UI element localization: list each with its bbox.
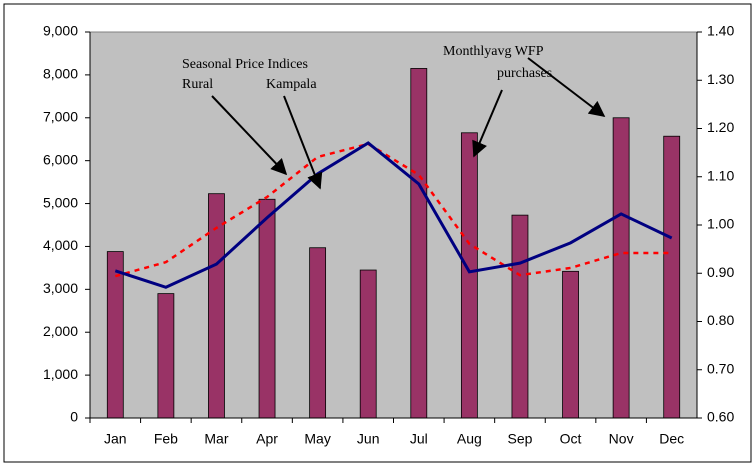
annotation: Monthlyavg WFP <box>443 44 544 59</box>
y-tick-label: 2,000 <box>43 323 78 339</box>
x-tick-label: Mar <box>204 431 228 447</box>
x-tick-label: Aug <box>457 431 482 447</box>
y-tick-label: 4,000 <box>43 237 78 253</box>
arrow <box>211 95 288 176</box>
bar <box>106 251 124 419</box>
annotation: Rural <box>182 77 213 92</box>
x-tick-label: Apr <box>256 431 278 447</box>
annotation: purchases <box>497 66 552 81</box>
bar <box>359 269 377 419</box>
y-tick-label: 5,000 <box>43 194 78 210</box>
line <box>114 141 673 289</box>
plot-area <box>89 31 698 419</box>
annotation: Seasonal Price Indices <box>182 57 308 72</box>
y2-tick-label: 1.20 <box>707 119 734 135</box>
y-tick-label: 8,000 <box>43 66 78 82</box>
x-tick-label: Jul <box>410 431 428 447</box>
bar <box>511 214 529 419</box>
bar <box>410 68 428 419</box>
y2-tick-label: 1.40 <box>707 23 734 39</box>
y-tick-label: 7,000 <box>43 108 78 124</box>
y2-tick-label: 0.90 <box>707 264 734 280</box>
bar <box>258 198 276 419</box>
bar <box>157 293 175 419</box>
x-tick-label: Feb <box>154 431 178 447</box>
x-tick-label: Jun <box>357 431 380 447</box>
bar <box>612 117 630 419</box>
y-tick-label: 1,000 <box>43 366 78 382</box>
x-tick-label: Sep <box>507 431 532 447</box>
x-tick-label: Jan <box>104 431 127 447</box>
arrow <box>283 95 323 190</box>
bar <box>460 132 478 419</box>
x-tick-label: Nov <box>609 431 634 447</box>
y2-tick-label: 0.70 <box>707 360 734 376</box>
y-tick-label: 3,000 <box>43 280 78 296</box>
y-tick-label: 6,000 <box>43 151 78 167</box>
y2-tick-label: 1.10 <box>707 167 734 183</box>
y-tick-label: 0 <box>70 409 78 425</box>
y2-tick-label: 1.30 <box>707 71 734 87</box>
annotation: Kampala <box>266 77 317 92</box>
y2-tick-label: 1.00 <box>707 216 734 232</box>
x-tick-label: Dec <box>659 431 684 447</box>
x-tick-label: Oct <box>560 431 582 447</box>
line <box>114 142 672 278</box>
bar <box>562 270 579 419</box>
y-tick-label: 9,000 <box>43 23 78 39</box>
bar <box>309 247 327 419</box>
y2-tick-label: 0.80 <box>707 312 734 328</box>
arrow <box>527 57 606 117</box>
bar <box>663 135 681 419</box>
arrow <box>472 89 503 158</box>
x-tick-label: May <box>304 431 330 447</box>
y2-tick-label: 0.60 <box>707 409 734 425</box>
